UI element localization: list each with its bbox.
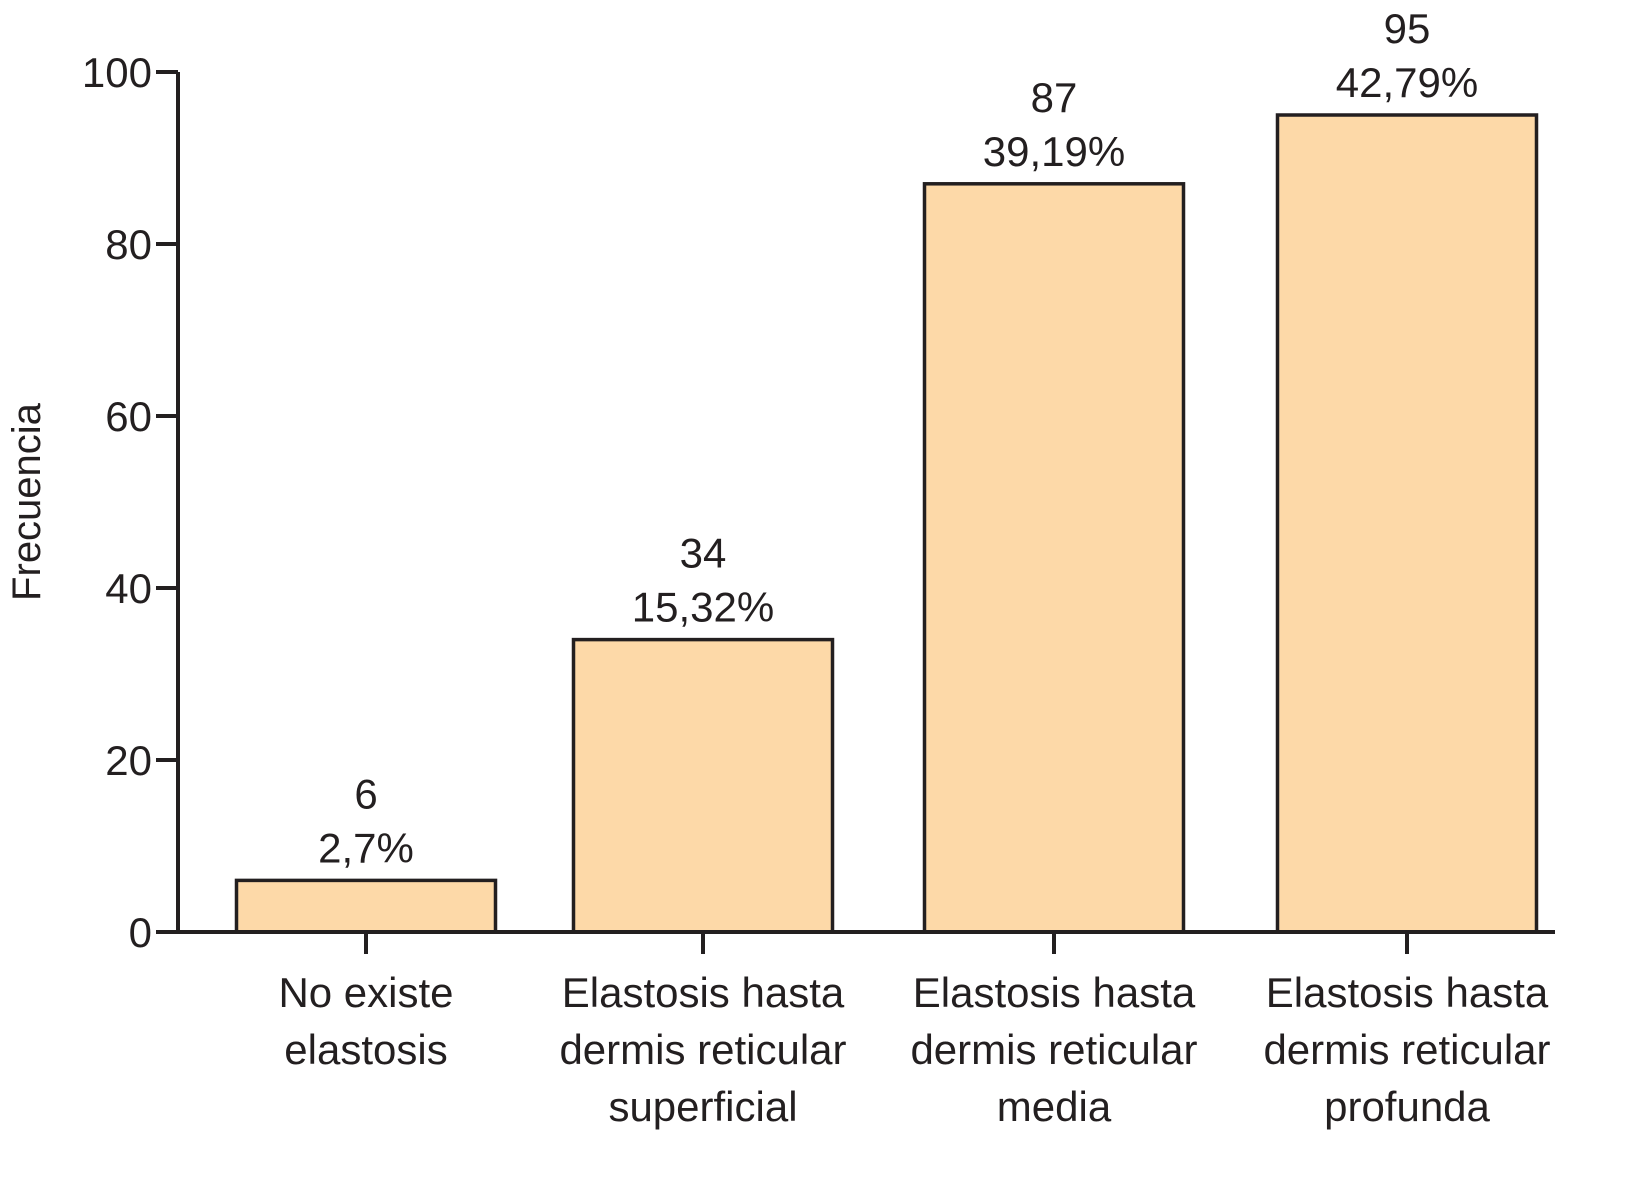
bars: 6 2,7% 34 15,32% 87 39,19% 95 42,79% — [234, 5, 1539, 934]
y-tick-label: 80 — [105, 221, 152, 268]
y-tick-label: 100 — [82, 49, 152, 96]
x-tick-label: Elastosis hasta dermis reticular media — [910, 969, 1197, 1130]
bar-value-label: 95 — [1384, 5, 1431, 52]
bar-value-label: 87 — [1031, 74, 1078, 121]
x-tick-label: Elastosis hasta dermis reticular superfici… — [559, 969, 846, 1130]
y-tick-label: 60 — [105, 393, 152, 440]
bar-percent-label: 15,32% — [632, 584, 774, 631]
bar-group: 6 2,7% — [234, 770, 498, 934]
y-axis-label: Frecuencia — [5, 402, 49, 601]
bar-value-label: 34 — [680, 530, 727, 577]
x-tick-label: Elastosis hasta dermis reticular profunda — [1263, 969, 1550, 1130]
bar-group: 87 39,19% — [922, 74, 1186, 934]
bar — [922, 182, 1186, 934]
bar-percent-label: 2,7% — [318, 824, 414, 871]
x-axis: No existe elastosis Elastosis hasta dermis … — [178, 930, 1555, 1130]
bar — [234, 878, 498, 934]
y-axis: 0 20 40 60 80 100 — [82, 49, 180, 956]
y-tick-label: 20 — [105, 737, 152, 784]
y-tick-label: 0 — [129, 909, 152, 956]
bar-percent-label: 42,79% — [1336, 59, 1478, 106]
bar-group: 95 42,79% — [1275, 5, 1539, 934]
bar — [571, 637, 835, 934]
bar-percent-label: 39,19% — [983, 128, 1125, 175]
x-tick-label: No existe elastosis — [278, 969, 453, 1073]
bar — [1275, 113, 1539, 934]
y-tick-label: 40 — [105, 565, 152, 612]
bar-value-label: 6 — [354, 770, 377, 817]
bar-group: 34 15,32% — [571, 530, 835, 934]
